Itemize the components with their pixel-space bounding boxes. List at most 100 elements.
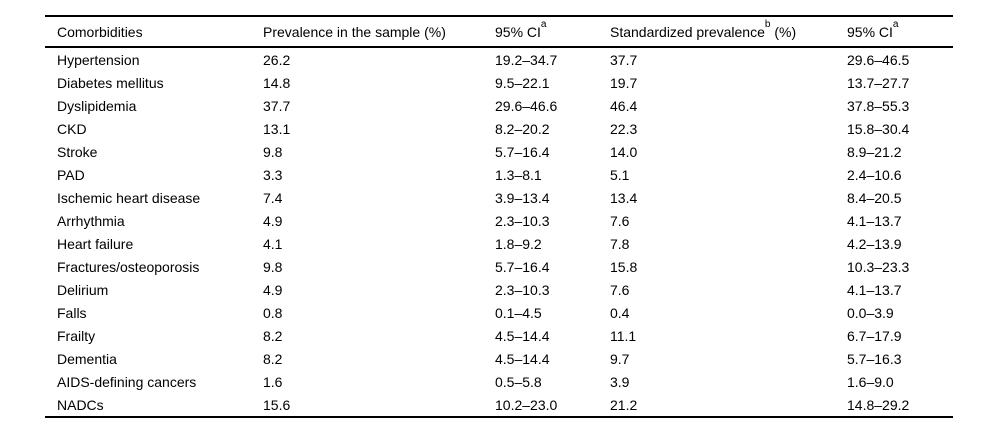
comorbidities-table: Comorbidities Prevalence in the sample (… (45, 15, 953, 418)
cell-ci: 0.5–5.8 (495, 373, 542, 390)
cell-std-ci: 0.0–3.9 (847, 304, 894, 321)
cell-std-prevalence: 7.6 (610, 281, 630, 298)
cell-std-ci: 8.4–20.5 (847, 189, 902, 206)
cell-std-prevalence: 3.9 (610, 373, 630, 390)
cell-std-prevalence: 7.8 (610, 235, 630, 252)
cell-std-prevalence: 11.1 (610, 327, 637, 344)
cell-comorbidity: Diabetes mellitus (57, 74, 164, 91)
table-row: Heart failure 4.1 1.8–9.2 7.8 4.2–13.9 (45, 232, 953, 255)
cell-std-prevalence: 7.6 (610, 212, 630, 229)
cell-prevalence: 9.8 (263, 258, 283, 275)
cell-comorbidity: CKD (57, 120, 87, 137)
cell-comorbidity: NADCs (57, 396, 104, 413)
column-header-comorbidities: Comorbidities (45, 16, 251, 48)
cell-comorbidity: Heart failure (57, 235, 134, 252)
cell-comorbidity: Stroke (57, 143, 98, 160)
cell-comorbidity: Dementia (57, 350, 117, 367)
cell-comorbidity: Frailty (57, 327, 96, 344)
cell-comorbidity: Fractures/osteoporosis (57, 258, 200, 275)
cell-comorbidity: Falls (57, 304, 87, 321)
cell-prevalence: 3.3 (263, 166, 283, 183)
cell-comorbidity: Delirium (57, 281, 109, 298)
cell-std-ci: 1.6–9.0 (847, 373, 894, 390)
cell-std-ci: 2.4–10.6 (847, 166, 902, 183)
cell-ci: 4.5–14.4 (495, 327, 550, 344)
cell-prevalence: 8.2 (263, 327, 283, 344)
cell-std-prevalence: 21.2 (610, 396, 638, 413)
column-header-std-ci: 95% CIa (835, 16, 953, 48)
table-row: Delirium 4.9 2.3–10.3 7.6 4.1–13.7 (45, 278, 953, 301)
cell-prevalence: 14.8 (263, 74, 291, 91)
cell-std-prevalence: 0.4 (610, 304, 630, 321)
cell-std-ci: 6.7–17.9 (847, 327, 902, 344)
cell-std-ci: 4.2–13.9 (847, 235, 902, 252)
table-header-row: Comorbidities Prevalence in the sample (… (45, 16, 953, 48)
cell-comorbidity: AIDS-defining cancers (57, 373, 197, 390)
cell-std-ci: 10.3–23.3 (847, 258, 910, 275)
table-row: CKD 13.1 8.2–20.2 22.3 15.8–30.4 (45, 117, 953, 140)
cell-comorbidity: Dyslipidemia (57, 97, 137, 114)
cell-comorbidity: Arrhythmia (57, 212, 125, 229)
cell-comorbidity: Hypertension (57, 51, 140, 68)
column-header-label: 95% CI (495, 23, 541, 40)
cell-ci: 5.7–16.4 (495, 143, 550, 160)
table-row: Hypertension 26.2 19.2–34.7 37.7 29.6–46.5 (45, 47, 953, 71)
table-row: NADCs 15.6 10.2–23.0 21.2 14.8–29.2 (45, 393, 953, 417)
table-row: PAD 3.3 1.3–8.1 5.1 2.4–10.6 (45, 163, 953, 186)
comorbidities-table-container: Comorbidities Prevalence in the sample (… (45, 15, 953, 418)
cell-ci: 4.5–14.4 (495, 350, 550, 367)
table-row: Diabetes mellitus 14.8 9.5–22.1 19.7 13.7–27… (45, 71, 953, 94)
table-row: Fractures/osteoporosis 9.8 5.7–16.4 15.8 10.… (45, 255, 953, 278)
cell-comorbidity: Ischemic heart disease (57, 189, 201, 206)
cell-std-prevalence: 19.7 (610, 74, 638, 91)
cell-prevalence: 9.8 (263, 143, 283, 160)
table-row: Arrhythmia 4.9 2.3–10.3 7.6 4.1–13.7 (45, 209, 953, 232)
column-header-label: Standardized prevalence (610, 23, 765, 40)
cell-std-prevalence: 14.0 (610, 143, 638, 160)
column-header-sup: b (764, 18, 771, 30)
cell-ci: 1.3–8.1 (495, 166, 542, 183)
cell-prevalence: 1.6 (263, 373, 283, 390)
cell-ci: 5.7–16.4 (495, 258, 550, 275)
table-row: Dementia 8.2 4.5–14.4 9.7 5.7–16.3 (45, 347, 953, 370)
cell-ci: 1.8–9.2 (495, 235, 542, 252)
cell-ci: 29.6–46.6 (495, 97, 558, 114)
column-header-label: 95% CI (847, 23, 893, 40)
cell-std-ci: 29.6–46.5 (847, 51, 910, 68)
cell-prevalence: 4.9 (263, 212, 283, 229)
cell-ci: 8.2–20.2 (495, 120, 550, 137)
column-header-prevalence: Prevalence in the sample (%) (251, 16, 483, 48)
cell-std-ci: 8.9–21.2 (847, 143, 902, 160)
table-row: AIDS-defining cancers 1.6 0.5–5.8 3.9 1.6–9.… (45, 370, 953, 393)
cell-ci: 3.9–13.4 (495, 189, 550, 206)
cell-std-ci: 5.7–16.3 (847, 350, 902, 367)
column-header-sup: a (540, 18, 547, 30)
cell-ci: 2.3–10.3 (495, 212, 550, 229)
table-row: Dyslipidemia 37.7 29.6–46.6 46.4 37.8–55.3 (45, 94, 953, 117)
column-header-label: Prevalence in the sample (%) (263, 23, 446, 40)
cell-std-ci: 15.8–30.4 (847, 120, 910, 137)
cell-prevalence: 0.8 (263, 304, 283, 321)
cell-prevalence: 37.7 (263, 97, 291, 114)
cell-ci: 19.2–34.7 (495, 51, 558, 68)
table-row: Stroke 9.8 5.7–16.4 14.0 8.9–21.2 (45, 140, 953, 163)
cell-std-prevalence: 15.8 (610, 258, 638, 275)
cell-std-prevalence: 46.4 (610, 97, 638, 114)
cell-std-ci: 4.1–13.7 (847, 212, 902, 229)
column-header-suffix: (%) (770, 23, 797, 40)
cell-std-prevalence: 37.7 (610, 51, 638, 68)
cell-prevalence: 13.1 (263, 120, 291, 137)
cell-std-ci: 14.8–29.2 (847, 396, 910, 413)
table-row: Falls 0.8 0.1–4.5 0.4 0.0–3.9 (45, 301, 953, 324)
cell-std-prevalence: 9.7 (610, 350, 630, 367)
cell-std-prevalence: 22.3 (610, 120, 638, 137)
cell-std-prevalence: 13.4 (610, 189, 638, 206)
cell-std-ci: 13.7–27.7 (847, 74, 910, 91)
cell-ci: 0.1–4.5 (495, 304, 542, 321)
cell-ci: 2.3–10.3 (495, 281, 550, 298)
cell-prevalence: 8.2 (263, 350, 283, 367)
column-header-label: Comorbidities (57, 23, 143, 40)
column-header-ci: 95% CIa (483, 16, 598, 48)
cell-prevalence: 15.6 (263, 396, 291, 413)
cell-prevalence: 7.4 (263, 189, 283, 206)
